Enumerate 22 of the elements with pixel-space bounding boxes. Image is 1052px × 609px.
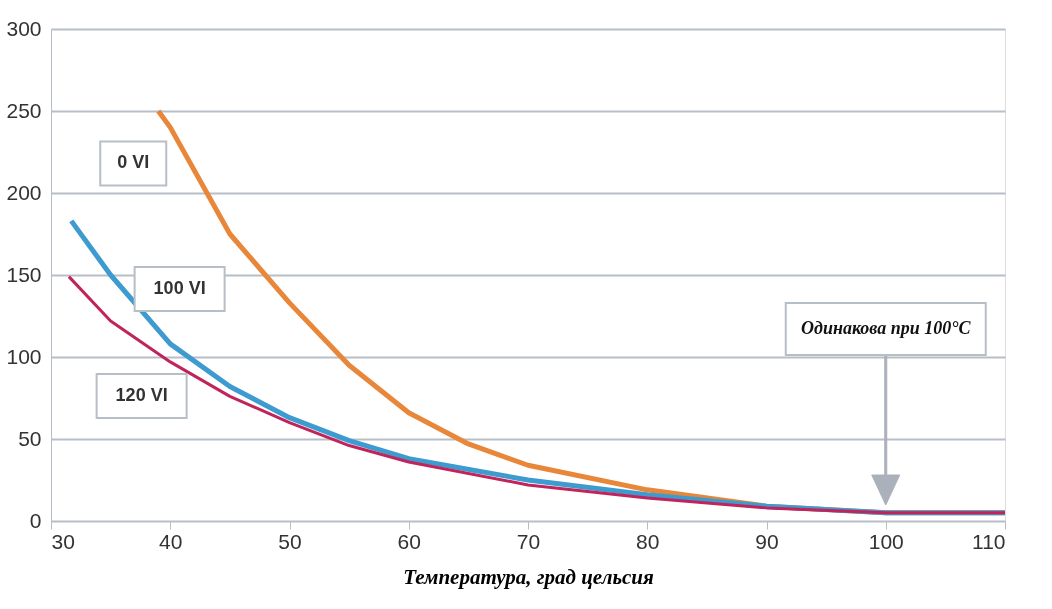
x-tick-label: 60 (397, 529, 421, 553)
x-tick-label: 110 (972, 529, 1006, 553)
y-tick-label: 250 (6, 98, 42, 122)
y-tick-label: 150 (6, 262, 42, 286)
x-tick-label: 80 (636, 529, 660, 553)
x-tick-label: 100 (868, 529, 904, 553)
series-label: 100 VI (153, 278, 206, 298)
x-axis-title: Температура, град цельсия (403, 564, 655, 589)
y-tick-label: 50 (18, 426, 42, 450)
x-tick-label: 40 (159, 529, 183, 553)
x-tick-label: 90 (755, 529, 779, 553)
y-tick-label: 300 (6, 16, 42, 40)
x-tick-label: 70 (516, 529, 541, 553)
y-tick-label: 200 (6, 180, 42, 204)
x-tick-label: 30 (51, 529, 75, 553)
series-label: 0 VI (117, 152, 150, 173)
x-tick-label: 50 (278, 529, 302, 553)
annotation: Одинакова при 100°C (800, 318, 972, 338)
line-series (67, 275, 1007, 515)
series-label: 120 VI (115, 384, 168, 405)
y-tick-label: 0 (29, 508, 42, 532)
y-tick-label: 100 (6, 344, 42, 368)
